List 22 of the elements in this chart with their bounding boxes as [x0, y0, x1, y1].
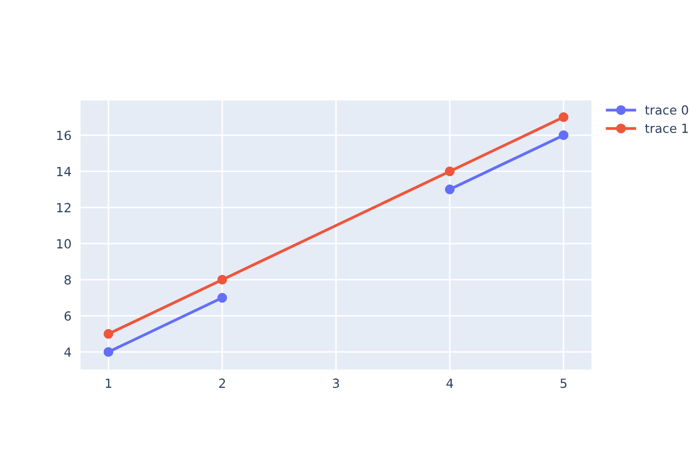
legend-label: trace 0 — [645, 105, 688, 115]
point — [217, 292, 228, 303]
y-tick-label: 14 — [57, 166, 71, 176]
point — [558, 130, 568, 140]
x-tick-label: 3 — [332, 378, 339, 388]
y-tick-label: 16 — [57, 130, 71, 140]
y-tick-label: 10 — [57, 239, 71, 249]
y-tick-label: 12 — [57, 202, 70, 212]
point — [444, 184, 455, 194]
point — [444, 166, 455, 176]
y-tick-label: 4 — [64, 348, 71, 357]
x-tick-label: 4 — [446, 378, 454, 388]
point — [217, 274, 228, 285]
y-tick-label: 8 — [64, 275, 71, 285]
y-tick-label: 6 — [64, 311, 71, 321]
point — [104, 347, 114, 357]
x-tick-label: 1 — [106, 378, 112, 388]
x-tick-label: 5 — [560, 378, 566, 388]
legend-label: trace 1 — [645, 124, 688, 134]
x-tick-label: 2 — [219, 378, 225, 388]
point — [558, 112, 568, 122]
point — [104, 329, 114, 339]
